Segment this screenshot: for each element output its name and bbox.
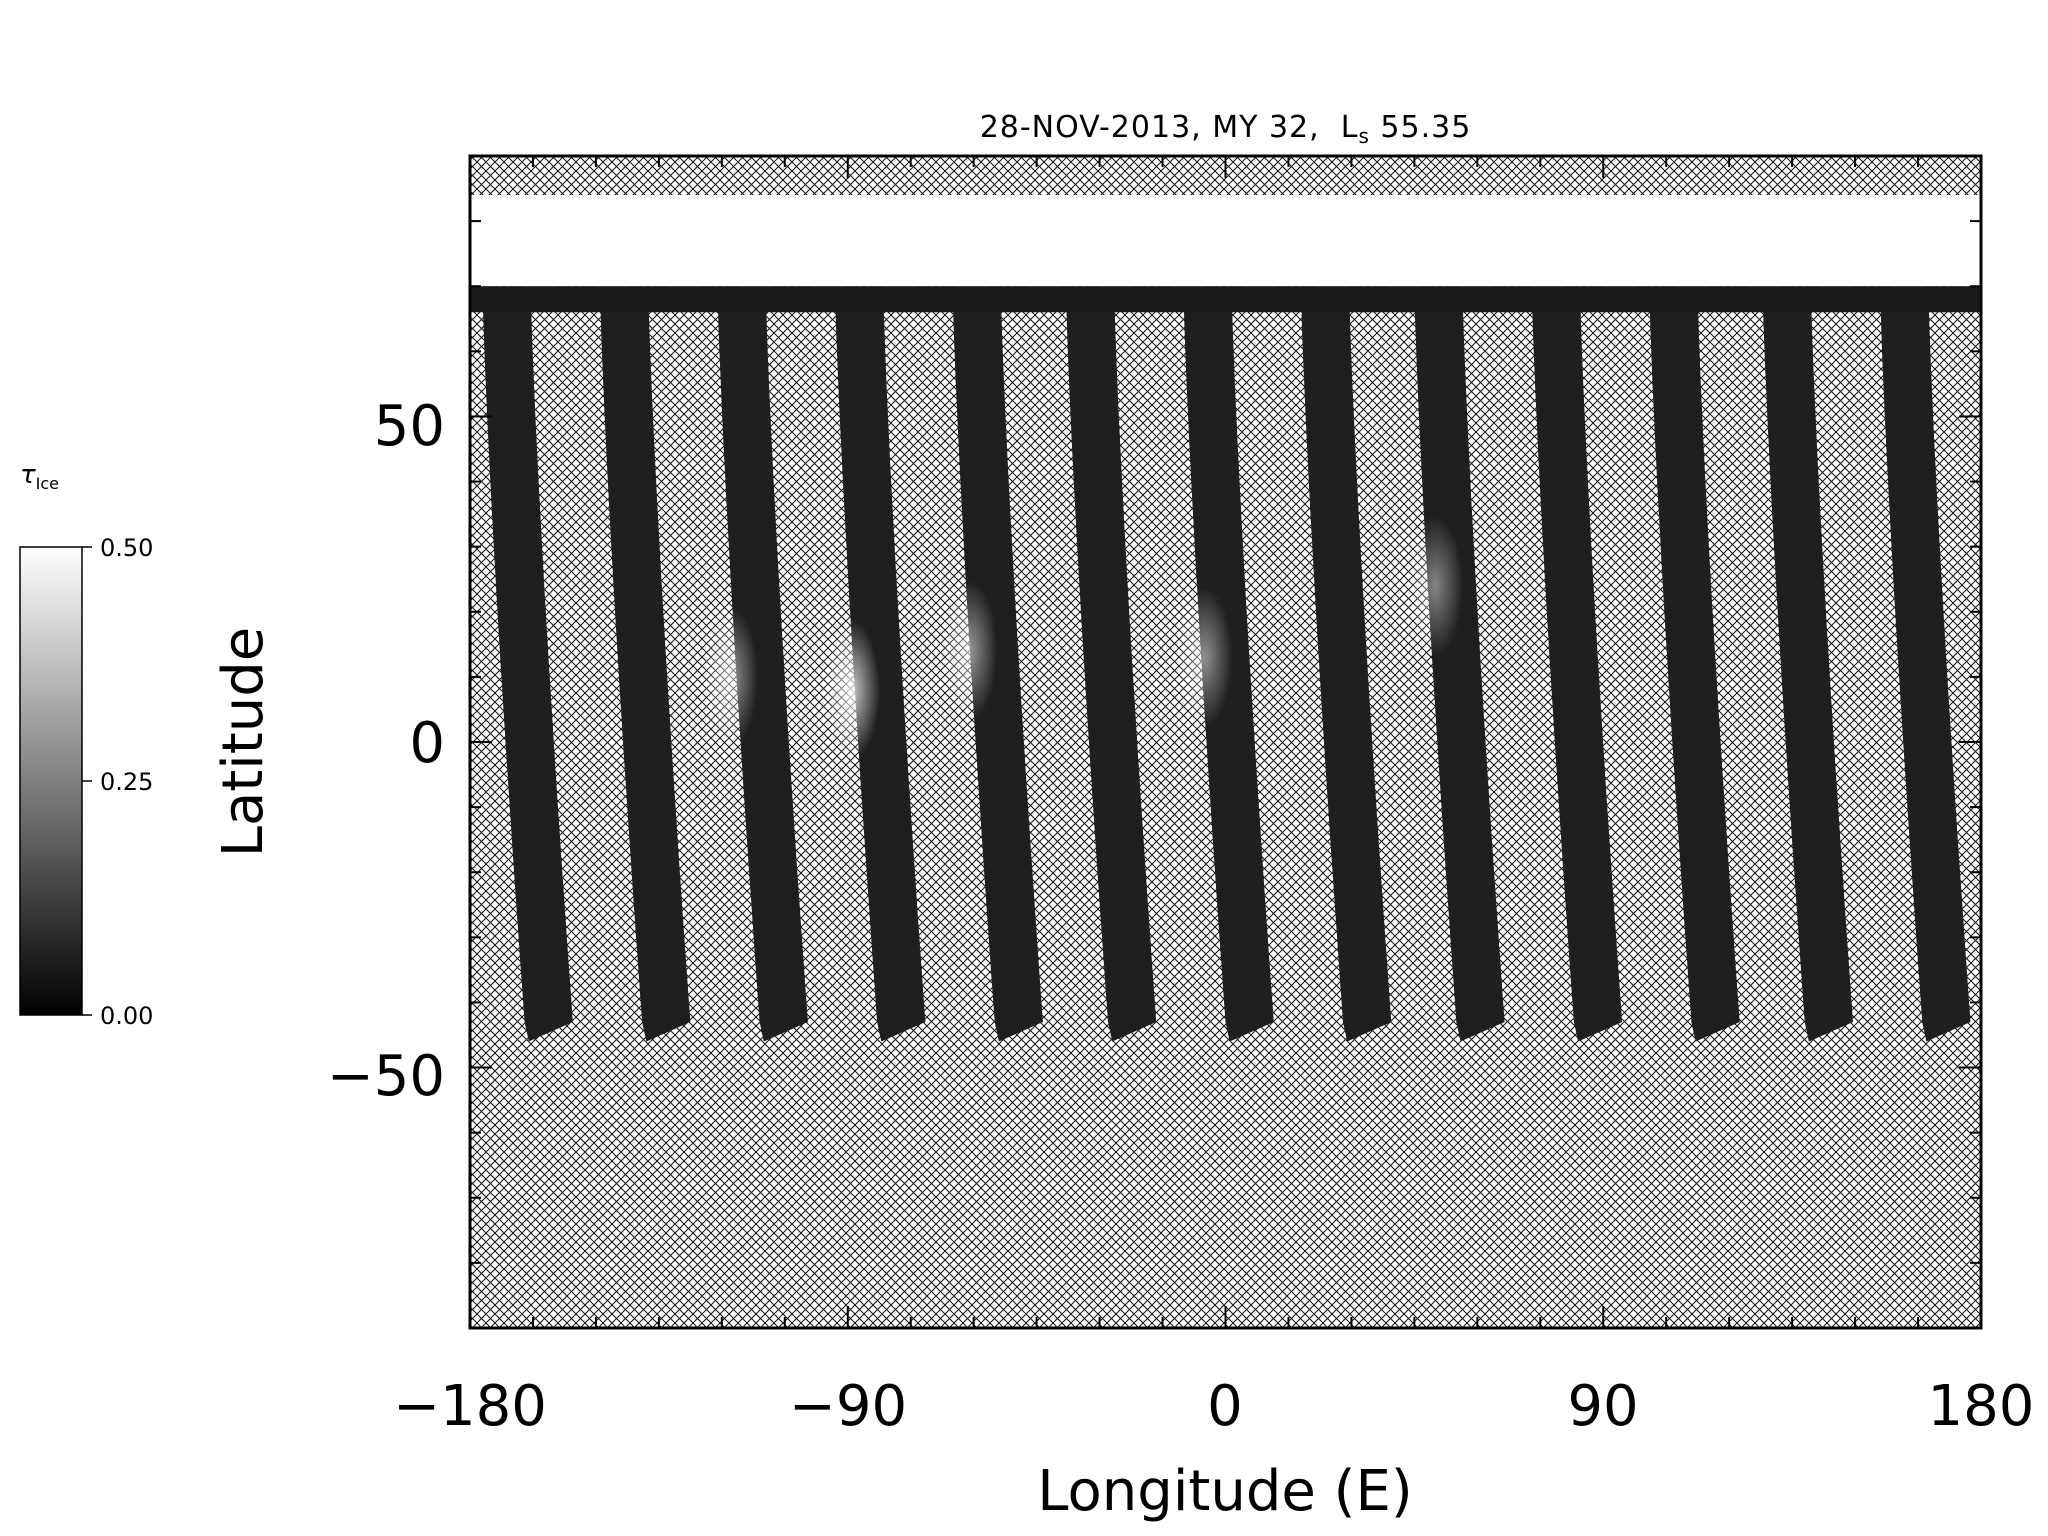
bright-patch — [702, 606, 759, 747]
swath — [717, 292, 808, 1042]
swath — [482, 292, 573, 1042]
x-tick-label: 90 — [1567, 1374, 1638, 1439]
colorbar-tick-label: 0.25 — [100, 768, 153, 796]
bright-patch — [941, 580, 998, 721]
cap-edge-band — [470, 286, 1981, 313]
x-tick-label: 0 — [1207, 1374, 1243, 1439]
y-tick-label: 50 — [374, 394, 445, 459]
colorbar — [19, 546, 83, 1016]
swath — [835, 292, 926, 1042]
axis-ticks — [469, 155, 1982, 1329]
data-layer — [470, 195, 1981, 1042]
bright-patch — [823, 619, 880, 760]
swath — [1762, 292, 1853, 1042]
swath — [1649, 292, 1740, 1042]
colorbar-tick-label: 0.50 — [100, 534, 153, 562]
swath — [1066, 292, 1157, 1042]
swath — [600, 292, 691, 1042]
y-tick-label: −50 — [327, 1044, 445, 1109]
swath — [952, 292, 1043, 1042]
colorbar-label: τIce — [20, 460, 60, 494]
bright-patch — [1407, 515, 1464, 656]
colorbar-tick-label: 0.00 — [100, 1002, 153, 1030]
chart-title: 28-NOV-2013, MY 32, Ls 55.35 — [979, 110, 1472, 148]
swath — [1414, 292, 1505, 1042]
y-tick-label: 0 — [409, 711, 445, 776]
x-tick-label: 180 — [1928, 1374, 2035, 1439]
swath — [1301, 292, 1392, 1042]
x-tick-label: −180 — [393, 1374, 547, 1439]
y-axis-title: Latitude — [211, 627, 276, 857]
bright-patch — [1176, 587, 1233, 728]
x-axis-title: Longitude (E) — [1037, 1459, 1412, 1524]
x-tick-label: −90 — [789, 1374, 907, 1439]
swath — [1880, 292, 1971, 1042]
swath — [1531, 292, 1623, 1042]
polar-ice-cap — [470, 195, 1981, 287]
